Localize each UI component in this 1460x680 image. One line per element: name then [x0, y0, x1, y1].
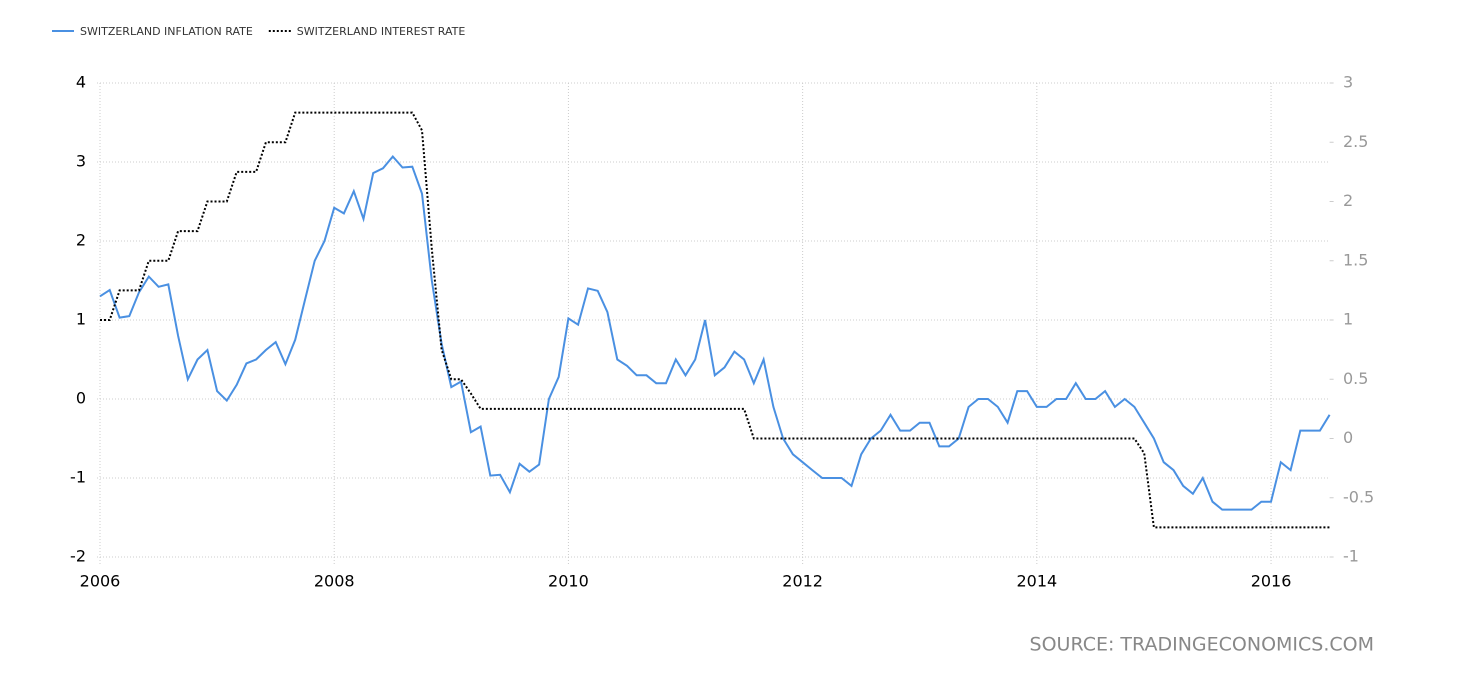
- y2-tick-label: -0.5: [1343, 487, 1374, 506]
- x-tick-label: 2010: [548, 572, 589, 591]
- y-tick-label: -1: [70, 468, 86, 487]
- y2-tick-label: 1.5: [1343, 250, 1368, 269]
- y-tick-label: -2: [70, 547, 86, 566]
- y-tick-label: 0: [76, 389, 86, 408]
- y2-tick-label: -1: [1343, 547, 1359, 566]
- y-tick-label: 1: [76, 310, 86, 329]
- x-tick-label: 2008: [314, 572, 355, 591]
- y2-tick-label: 3: [1343, 73, 1353, 92]
- series-line: [100, 111, 1330, 529]
- y2-tick-label: 0.5: [1343, 369, 1368, 388]
- x-tick-label: 2006: [80, 572, 121, 591]
- x-tick-label: 2014: [1016, 572, 1057, 591]
- y-tick-label: 2: [76, 231, 86, 250]
- legend-label: SWITZERLAND INFLATION RATE: [80, 25, 253, 38]
- series-line: [99, 154, 1331, 511]
- x-tick-label: 2016: [1251, 572, 1292, 591]
- source: SOURCE: TRADINGECONOMICS.COM: [1030, 634, 1374, 656]
- y2-tick-label: 0: [1343, 428, 1353, 447]
- y-tick-label: 4: [76, 73, 86, 92]
- y2-tick-label: 2: [1343, 191, 1353, 210]
- x-tick-label: 2012: [782, 572, 823, 591]
- y2-tick-label: 2.5: [1343, 132, 1368, 151]
- y2-tick-label: 1: [1343, 310, 1353, 329]
- legend-label: SWITZERLAND INTEREST RATE: [297, 25, 466, 38]
- y-tick-label: 3: [76, 152, 86, 171]
